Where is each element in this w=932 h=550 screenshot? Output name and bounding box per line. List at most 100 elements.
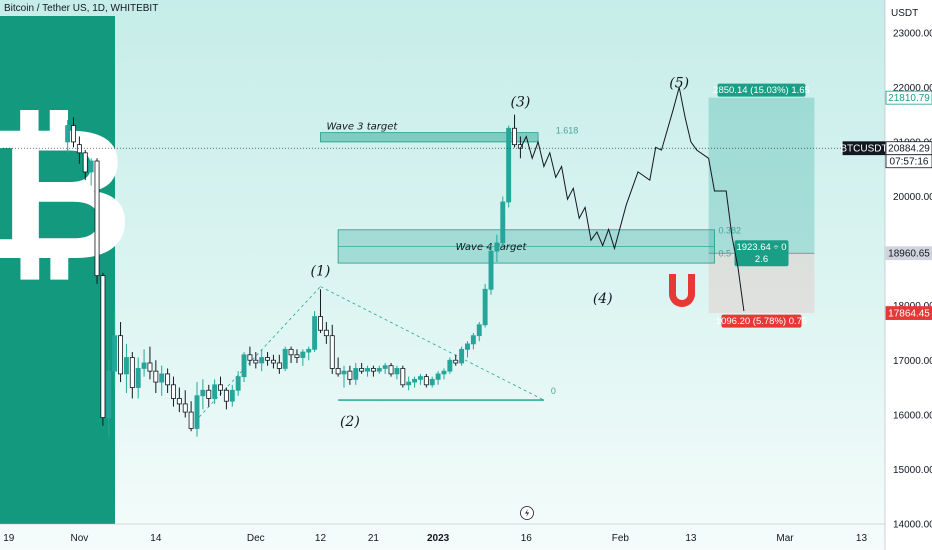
- candle: [100, 272, 106, 426]
- candle-body: [223, 389, 229, 402]
- candle: [353, 362, 359, 385]
- candle: [453, 354, 459, 366]
- candle: [188, 401, 194, 432]
- candle-body: [253, 359, 259, 364]
- candle-body: [470, 335, 476, 345]
- candle-body: [488, 250, 494, 290]
- candle: [229, 384, 235, 407]
- wave-label: (4): [593, 291, 613, 307]
- candle-body: [417, 376, 423, 380]
- candle-body: [76, 144, 82, 154]
- price-tick-label: 20000.00: [893, 192, 932, 203]
- candle: [218, 376, 223, 396]
- projection-line: [519, 87, 745, 312]
- go-to-realtime-icon[interactable]: [520, 506, 534, 520]
- candle: [235, 371, 241, 396]
- candle-body: [270, 359, 276, 364]
- candle-body: [412, 378, 418, 383]
- candle-body: [435, 373, 441, 380]
- candle: [294, 349, 300, 363]
- wave-labels: (1) (2) (3) (4) (5): [311, 75, 690, 429]
- stop-label: 1096.20 (5.78%) 0.75: [716, 316, 807, 327]
- candle: [441, 368, 447, 380]
- fib-0382-label: 0.382: [718, 225, 741, 235]
- candle-body: [241, 354, 247, 378]
- candle: [406, 376, 412, 391]
- candles: [65, 114, 523, 437]
- wave-label: (2): [340, 414, 360, 430]
- time-tick-label: 2023: [427, 533, 450, 544]
- candle: [300, 349, 306, 366]
- target-zone: [708, 97, 815, 254]
- candle-body: [94, 160, 100, 277]
- candle-body: [141, 362, 147, 369]
- magnet-icon[interactable]: [669, 274, 695, 307]
- candle-body: [200, 389, 206, 397]
- candle-body: [512, 127, 517, 146]
- candle: [500, 196, 506, 246]
- candle: [400, 365, 406, 388]
- time-tick-label: 16: [521, 533, 533, 544]
- candle-body: [212, 384, 218, 399]
- candle-body: [482, 288, 488, 326]
- candle-body: [359, 368, 365, 372]
- candle-body: [165, 373, 171, 386]
- candle: [482, 283, 488, 328]
- candle-body: [400, 368, 406, 386]
- candle-body: [129, 357, 135, 388]
- candle-body: [459, 348, 465, 364]
- candle: [118, 322, 124, 383]
- candle: [171, 376, 176, 407]
- time-tick-label: 19: [3, 533, 15, 544]
- candle-body: [376, 368, 382, 372]
- candle-body: [65, 125, 71, 143]
- price-tag-btc: [842, 141, 886, 156]
- candle: [71, 117, 76, 148]
- candle-body: [323, 329, 329, 337]
- candle-body: [329, 335, 335, 369]
- candle: [412, 376, 418, 388]
- candle: [359, 362, 365, 374]
- candle: [194, 382, 200, 437]
- wave3-target-zone: [320, 132, 539, 143]
- bitcoin-logo-icon: ₿: [0, 86, 133, 302]
- candle: [306, 346, 312, 361]
- candle: [88, 158, 94, 186]
- candle-body: [517, 144, 523, 149]
- candle-body: [182, 403, 188, 413]
- candle: [382, 362, 388, 374]
- wave-label: (5): [669, 75, 689, 91]
- candle-body: [306, 348, 312, 353]
- candle-body: [282, 348, 288, 369]
- candle: [65, 120, 71, 153]
- symbol-title: Bitcoin / Tether US, 1D, WHITEBIT: [4, 3, 159, 14]
- price-tick-label: 14000.00: [893, 520, 932, 531]
- price-tick-label: 22000.00: [893, 83, 932, 94]
- candle-body: [229, 389, 235, 402]
- candle-body: [447, 359, 453, 372]
- price-tag-timer-label: 07:57:16: [890, 157, 929, 168]
- candle-body: [235, 376, 241, 391]
- candle-body: [147, 362, 153, 372]
- candle-body: [123, 357, 129, 375]
- candle-body: [506, 127, 512, 203]
- candle-body: [353, 368, 359, 380]
- time-axis[interactable]: 19 Nov 14 Dec 12 21 2023 16 Feb 13 Mar 13: [3, 533, 867, 544]
- candle: [394, 365, 400, 380]
- candle: [435, 371, 441, 385]
- candle-body: [441, 370, 447, 375]
- candle: [494, 234, 500, 262]
- candle: [165, 368, 171, 393]
- candle: [247, 346, 253, 366]
- candle: [423, 373, 429, 388]
- candle-body: [429, 378, 435, 386]
- position-tool[interactable]: 2850.14 (15.03%) 1.65 1923.64 ÷ 02.6 1096.…: [708, 83, 815, 328]
- candle: [429, 376, 435, 388]
- target-label-box: [717, 83, 806, 97]
- candle: [106, 360, 112, 437]
- entry-label: 1923.64 ÷ 0: [736, 242, 786, 253]
- candle: [323, 322, 329, 344]
- fib-0-label: 0: [551, 386, 556, 396]
- candle-body: [153, 370, 159, 383]
